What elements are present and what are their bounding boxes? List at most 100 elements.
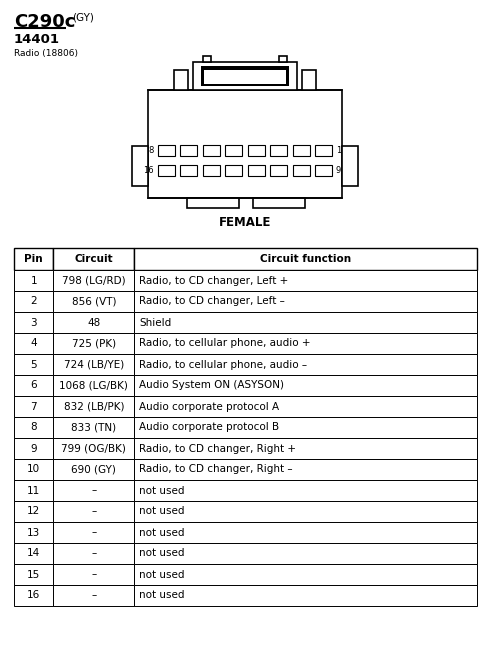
- Bar: [158, 165, 175, 176]
- Text: 2: 2: [30, 297, 37, 307]
- Text: 4: 4: [30, 338, 37, 349]
- Bar: [135, 459, 477, 480]
- Text: C290c: C290c: [14, 13, 76, 31]
- Bar: [14, 480, 54, 501]
- Text: 1: 1: [336, 146, 341, 155]
- Bar: [14, 312, 54, 333]
- Text: 14401: 14401: [14, 33, 60, 46]
- Bar: [180, 145, 197, 156]
- Bar: [54, 459, 135, 480]
- Bar: [135, 585, 477, 606]
- Text: 5: 5: [30, 360, 37, 369]
- Bar: [14, 459, 54, 480]
- Bar: [248, 145, 265, 156]
- Text: 7: 7: [30, 402, 37, 411]
- Text: Radio, to cellular phone, audio –: Radio, to cellular phone, audio –: [139, 360, 307, 369]
- Bar: [14, 375, 54, 396]
- Bar: [315, 165, 332, 176]
- Text: 14: 14: [27, 548, 40, 559]
- Bar: [54, 501, 135, 522]
- Text: 15: 15: [27, 570, 40, 579]
- Text: 8: 8: [149, 146, 154, 155]
- Text: not used: not used: [139, 507, 185, 516]
- Bar: [54, 396, 135, 417]
- Bar: [54, 248, 135, 270]
- Bar: [14, 543, 54, 564]
- Bar: [14, 522, 54, 543]
- Bar: [54, 564, 135, 585]
- Bar: [187, 198, 239, 208]
- Text: not used: not used: [139, 590, 185, 601]
- Text: 725 (PK): 725 (PK): [72, 338, 116, 349]
- Text: Audio corporate protocol B: Audio corporate protocol B: [139, 422, 279, 432]
- Text: 10: 10: [27, 465, 40, 474]
- Bar: [201, 66, 289, 86]
- Bar: [54, 417, 135, 438]
- Text: –: –: [91, 548, 97, 559]
- Bar: [54, 312, 135, 333]
- Text: Radio, to CD changer, Left –: Radio, to CD changer, Left –: [139, 297, 285, 307]
- Bar: [14, 501, 54, 522]
- Text: 16: 16: [27, 590, 40, 601]
- Bar: [14, 270, 54, 291]
- Text: Pin: Pin: [25, 254, 43, 264]
- Text: 16: 16: [143, 166, 154, 175]
- Bar: [135, 501, 477, 522]
- Bar: [180, 165, 197, 176]
- Bar: [54, 438, 135, 459]
- Text: 6: 6: [30, 380, 37, 391]
- Text: 3: 3: [30, 318, 37, 327]
- Bar: [279, 56, 287, 62]
- Bar: [225, 165, 242, 176]
- Bar: [14, 585, 54, 606]
- Text: not used: not used: [139, 527, 185, 537]
- Bar: [302, 70, 316, 90]
- Bar: [135, 354, 477, 375]
- Bar: [193, 62, 297, 90]
- Bar: [54, 585, 135, 606]
- Bar: [135, 270, 477, 291]
- Bar: [253, 198, 305, 208]
- Bar: [270, 145, 287, 156]
- Bar: [54, 354, 135, 375]
- Bar: [54, 480, 135, 501]
- Bar: [135, 396, 477, 417]
- Text: –: –: [91, 590, 97, 601]
- Text: 833 (TN): 833 (TN): [71, 422, 116, 432]
- Text: Radio, to CD changer, Right +: Radio, to CD changer, Right +: [139, 443, 297, 454]
- Bar: [342, 146, 358, 186]
- Text: 48: 48: [87, 318, 101, 327]
- Text: 13: 13: [27, 527, 40, 537]
- Bar: [293, 165, 309, 176]
- Text: Radio, to CD changer, Left +: Radio, to CD changer, Left +: [139, 275, 289, 286]
- Bar: [135, 438, 477, 459]
- Bar: [14, 354, 54, 375]
- Bar: [204, 70, 286, 84]
- Bar: [203, 145, 220, 156]
- Bar: [135, 248, 477, 270]
- Text: 856 (VT): 856 (VT): [72, 297, 116, 307]
- Bar: [174, 70, 188, 90]
- Bar: [203, 165, 220, 176]
- Text: –: –: [91, 485, 97, 496]
- Text: 832 (LB/PK): 832 (LB/PK): [64, 402, 124, 411]
- Text: 9: 9: [336, 166, 341, 175]
- Bar: [135, 417, 477, 438]
- Bar: [293, 145, 309, 156]
- Bar: [248, 165, 265, 176]
- Bar: [135, 564, 477, 585]
- Bar: [158, 145, 175, 156]
- Text: –: –: [91, 570, 97, 579]
- Text: 1068 (LG/BK): 1068 (LG/BK): [59, 380, 128, 391]
- Bar: [54, 291, 135, 312]
- Text: Audio System ON (ASYSON): Audio System ON (ASYSON): [139, 380, 284, 391]
- Bar: [54, 543, 135, 564]
- Text: Circuit: Circuit: [75, 254, 113, 264]
- Bar: [14, 438, 54, 459]
- Bar: [148, 90, 342, 198]
- Text: Audio corporate protocol A: Audio corporate protocol A: [139, 402, 279, 411]
- Text: Radio, to CD changer, Right –: Radio, to CD changer, Right –: [139, 465, 293, 474]
- Bar: [14, 333, 54, 354]
- Text: 724 (LB/YE): 724 (LB/YE): [64, 360, 124, 369]
- Text: not used: not used: [139, 548, 185, 559]
